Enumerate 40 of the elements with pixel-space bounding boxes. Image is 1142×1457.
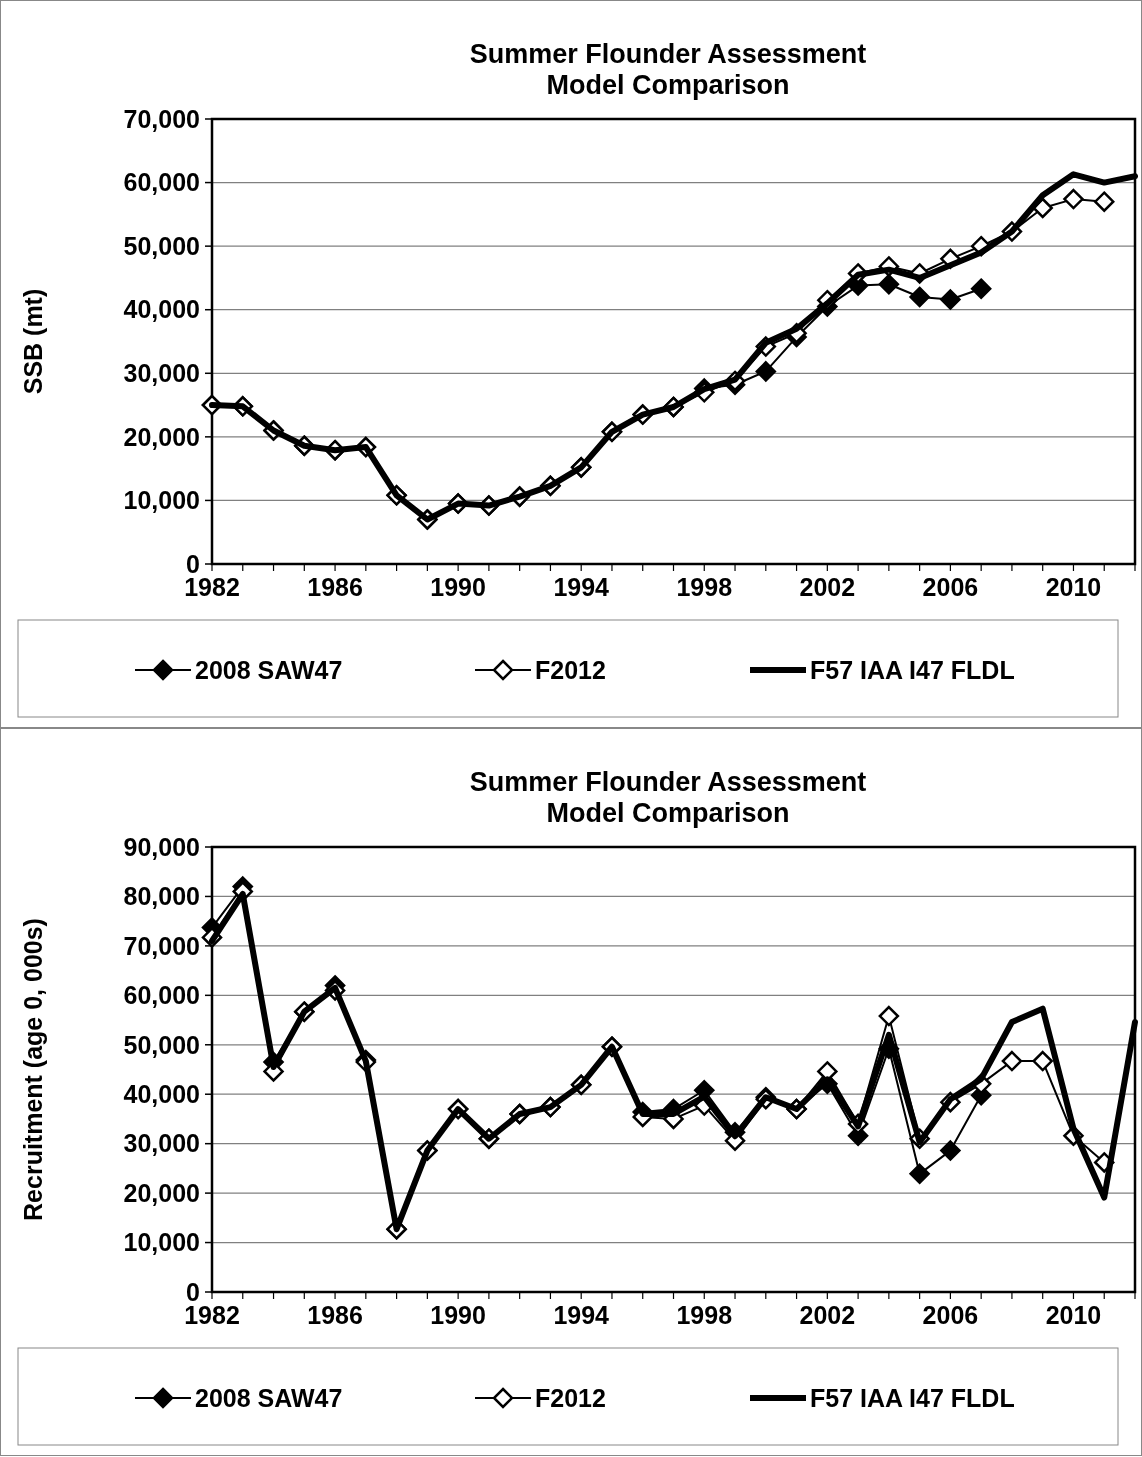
y-tick-label: 40,000 [123, 295, 200, 324]
y-tick-label: 40,000 [123, 1079, 200, 1108]
legend-label: F2012 [535, 655, 606, 684]
x-tick-label: 1990 [430, 573, 486, 601]
x-tick-label: 2002 [799, 1301, 856, 1329]
y-tick-label: 30,000 [123, 359, 200, 388]
x-tick-label: 1986 [307, 1301, 363, 1329]
x-tick-label: 2010 [1045, 1301, 1102, 1329]
legend-label: 2008 SAW47 [195, 655, 343, 684]
y-tick-label: 20,000 [123, 1178, 200, 1207]
y-axis-title: SSB (mt) [19, 288, 47, 395]
y-tick-label: 90,000 [123, 832, 200, 861]
x-tick-label: 1998 [676, 573, 733, 601]
y-tick-label: 10,000 [123, 1228, 200, 1257]
y-axis-title: Recruitment (age 0, 000s) [19, 918, 47, 1221]
y-tick-label: 10,000 [123, 486, 200, 515]
y-tick-label: 70,000 [123, 931, 200, 960]
x-tick-label: 1990 [430, 1301, 486, 1329]
y-tick-label: 50,000 [123, 231, 200, 260]
legend-label: 2008 SAW47 [195, 1383, 343, 1412]
y-tick-label: 60,000 [123, 981, 200, 1010]
y-tick-label: 20,000 [123, 422, 200, 451]
x-tick-label: 2002 [799, 573, 856, 601]
x-tick-label: 1998 [676, 1301, 733, 1329]
x-tick-label: 2006 [922, 573, 979, 601]
y-tick-label: 80,000 [123, 882, 200, 911]
legend-label: F2012 [535, 1383, 606, 1412]
legend-label: F57 IAA I47 FLDL [810, 655, 1015, 684]
x-tick-label: 2010 [1045, 573, 1102, 601]
x-tick-label: 1994 [553, 1301, 610, 1329]
x-tick-label: 1994 [553, 573, 610, 601]
y-tick-label: 50,000 [123, 1030, 200, 1059]
x-tick-label: 1986 [307, 573, 363, 601]
x-tick-label: 2006 [922, 1301, 979, 1329]
chart-title: Summer Flounder Assessment Model Comparison [469, 39, 867, 100]
y-tick-label: 70,000 [123, 104, 200, 133]
legend-label: F57 IAA I47 FLDL [810, 1383, 1015, 1412]
y-tick-label: 60,000 [123, 168, 200, 197]
chart-title: Summer Flounder Assessment Model Comparison [469, 767, 867, 828]
y-tick-label: 30,000 [123, 1129, 200, 1158]
